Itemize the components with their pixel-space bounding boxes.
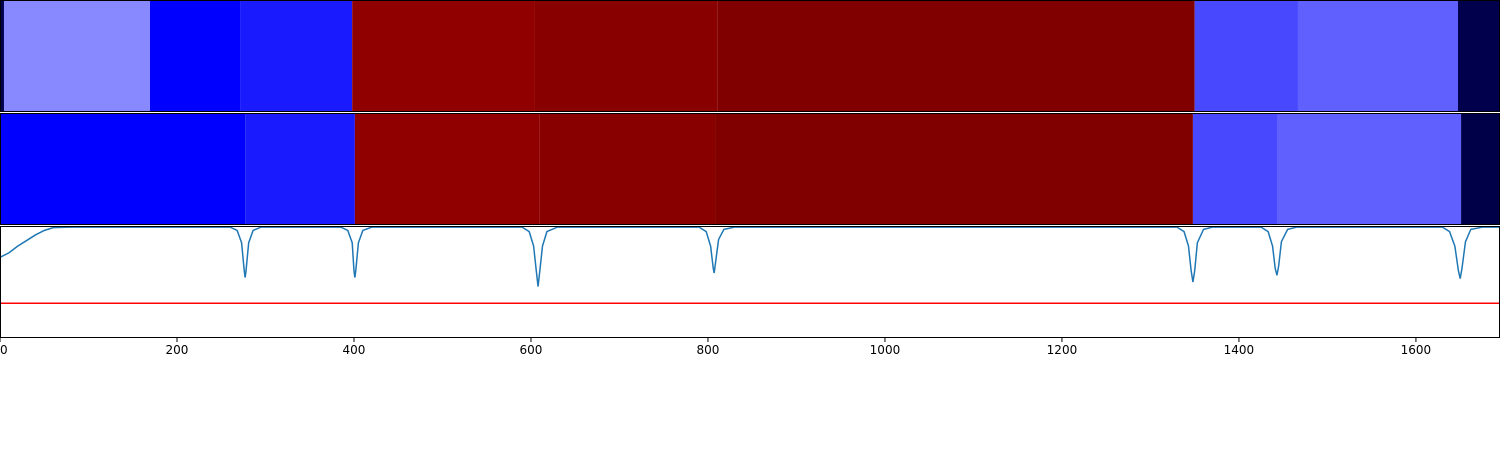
segment xyxy=(0,0,4,112)
segment xyxy=(245,113,355,225)
x-tick-label: 200 xyxy=(166,343,189,357)
segment xyxy=(150,0,241,112)
x-tick-label: 1200 xyxy=(1047,343,1078,357)
segment xyxy=(0,113,246,225)
segment xyxy=(539,113,716,225)
segment xyxy=(534,0,718,112)
x-tick-label: 1000 xyxy=(870,343,901,357)
segment xyxy=(3,0,151,112)
segment xyxy=(354,113,540,225)
segment xyxy=(715,113,1193,225)
segment xyxy=(240,0,353,112)
segment xyxy=(1297,0,1458,112)
segment xyxy=(352,0,535,112)
segment xyxy=(1192,113,1277,225)
segment xyxy=(1461,113,1500,225)
segment xyxy=(1194,0,1298,112)
segment xyxy=(1276,113,1462,225)
x-tick-label: 600 xyxy=(520,343,543,357)
segment xyxy=(717,0,1195,112)
panel-frame xyxy=(0,226,1500,338)
x-tick-label: 400 xyxy=(343,343,366,357)
segment xyxy=(1457,0,1500,112)
x-tick-label: 800 xyxy=(697,343,720,357)
x-tick-label: 1600 xyxy=(1401,343,1432,357)
x-tick-label: 1400 xyxy=(1224,343,1255,357)
x-tick-label: 0 xyxy=(0,343,8,357)
score-line xyxy=(0,226,1500,287)
